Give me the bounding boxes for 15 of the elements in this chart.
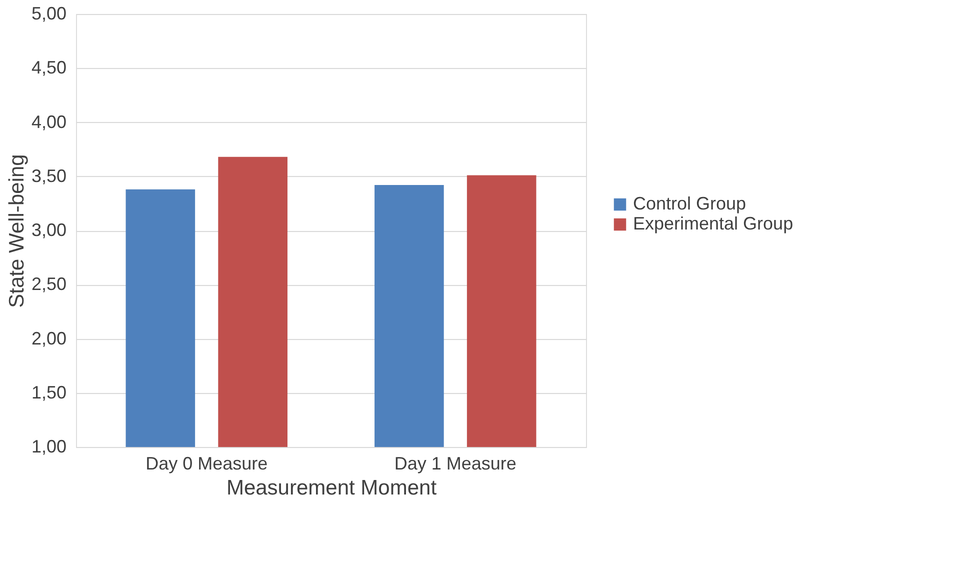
y-tick-label: 2,00	[31, 328, 66, 348]
y-tick-label: 4,50	[31, 58, 66, 78]
y-axis-title: State Well-being	[5, 154, 28, 308]
x-tick-label: Day 0 Measure	[146, 454, 268, 474]
legend-label: Control Group	[633, 194, 746, 214]
x-axis-title: Measurement Moment	[226, 476, 437, 500]
y-tick-label: 2,50	[31, 274, 66, 294]
legend-label: Experimental Group	[633, 214, 794, 234]
y-tick-label: 1,50	[31, 382, 66, 402]
y-tick-label: 3,50	[31, 166, 66, 186]
x-tick-label: Day 1 Measure	[394, 454, 516, 474]
y-tick-label: 3,00	[31, 220, 66, 240]
y-tick-label: 1,00	[31, 436, 66, 456]
y-tick-label: 4,00	[31, 112, 66, 132]
y-tick-label: 5,00	[31, 4, 66, 24]
